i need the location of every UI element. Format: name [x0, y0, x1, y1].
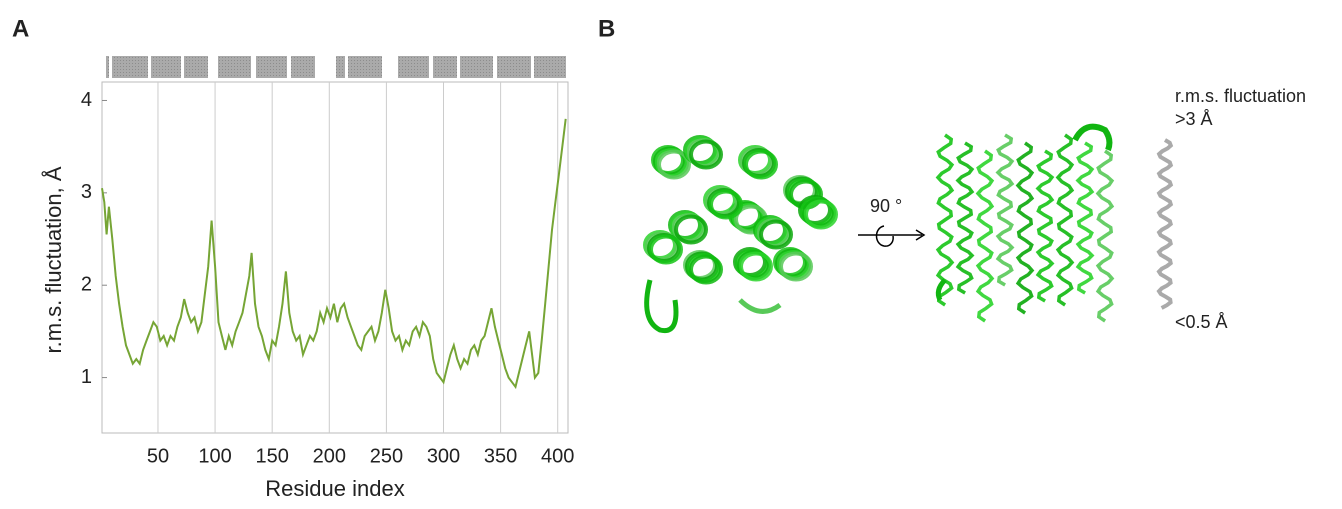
x-tick-label: 100	[198, 445, 231, 467]
loop	[644, 279, 679, 334]
x-tick-label: 200	[313, 445, 346, 467]
scale-helix	[1156, 138, 1174, 310]
helix-top	[744, 149, 778, 180]
y-tick-label: 2	[81, 273, 92, 295]
helix-top	[709, 189, 743, 220]
helix-side	[955, 141, 975, 295]
helix-top	[804, 199, 838, 230]
x-tick-label: 300	[427, 445, 460, 467]
x-tick-label: 350	[484, 445, 517, 467]
rmsf-line	[101, 118, 567, 390]
y-axis-label: r.m.s. fluctuation, Å	[41, 166, 66, 353]
scale-low: <0.5 Å	[1175, 312, 1228, 332]
helix-top	[674, 214, 708, 245]
x-tick-label: 50	[147, 445, 169, 467]
helix-side	[1035, 149, 1055, 303]
helix-side	[975, 149, 995, 323]
scale-title: r.m.s. fluctuation	[1175, 86, 1306, 106]
y-tick-label: 1	[81, 366, 92, 388]
loop	[738, 298, 782, 314]
rotation-arrow	[858, 225, 926, 247]
loop	[1072, 123, 1113, 152]
x-tick-label: 400	[541, 445, 574, 467]
y-tick-label: 4	[81, 89, 92, 111]
plot-frame	[101, 81, 569, 434]
rotation-label: 90 °	[870, 196, 902, 216]
helix-side	[935, 133, 955, 307]
helix-top	[759, 219, 793, 250]
panel-label: A	[12, 15, 29, 42]
protein-structures	[643, 123, 1174, 334]
helix-side	[1075, 141, 1095, 295]
scale-high: >3 Å	[1175, 109, 1213, 129]
loop	[935, 278, 947, 302]
helix-top	[689, 139, 723, 170]
panel-label: B	[598, 15, 615, 42]
x-tick-label: 150	[255, 445, 288, 467]
helix-top	[649, 234, 683, 265]
helix-top	[739, 251, 773, 282]
y-tick-label: 3	[81, 181, 92, 203]
helix-top	[779, 251, 813, 282]
helix-bar	[106, 56, 566, 78]
x-axis-label: Residue index	[265, 476, 404, 501]
helix-side	[1095, 149, 1115, 323]
helix-top	[689, 254, 723, 285]
helix-side	[1055, 133, 1075, 307]
helix-side	[995, 133, 1015, 287]
helix-top	[657, 149, 691, 180]
helix-side	[1015, 141, 1035, 315]
x-tick-label: 250	[370, 445, 403, 467]
